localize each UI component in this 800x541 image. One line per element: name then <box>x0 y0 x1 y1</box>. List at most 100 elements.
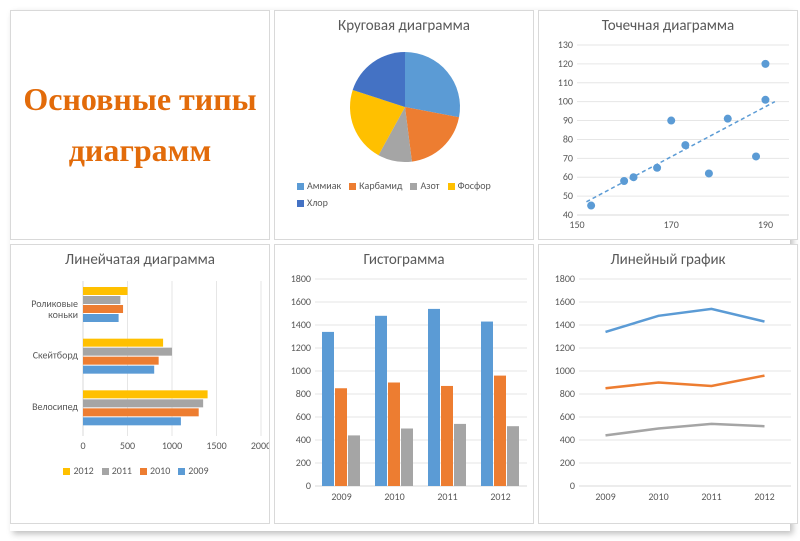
svg-text:1400: 1400 <box>555 318 575 331</box>
bar <box>83 366 154 374</box>
svg-text:600: 600 <box>296 410 311 423</box>
svg-text:2000: 2000 <box>251 439 270 452</box>
page-title: Основные типы диаграмм <box>11 74 269 176</box>
svg-text:200: 200 <box>296 456 311 469</box>
svg-text:2011: 2011 <box>701 490 721 503</box>
bar <box>83 348 172 356</box>
hbar-chart-panel: Линейчатая диаграмма 0500100015002000Рол… <box>10 244 270 524</box>
bar <box>83 296 120 304</box>
svg-text:1000: 1000 <box>162 439 182 452</box>
bar <box>388 383 400 487</box>
svg-text:600: 600 <box>560 410 575 423</box>
legend-item: 2010 <box>140 464 170 477</box>
bar <box>322 332 334 486</box>
svg-text:400: 400 <box>296 433 311 446</box>
line-series <box>606 309 765 332</box>
svg-text:1400: 1400 <box>291 318 311 331</box>
svg-text:200: 200 <box>560 456 575 469</box>
svg-text:500: 500 <box>120 439 135 452</box>
svg-text:2009: 2009 <box>331 490 351 503</box>
hbar-legend: 2012201120102009 <box>11 461 269 480</box>
bar <box>441 386 453 486</box>
legend-item: Аммиак <box>297 177 341 194</box>
svg-text:1000: 1000 <box>555 364 575 377</box>
histogram-title: Гистограмма <box>275 251 533 269</box>
svg-text:80: 80 <box>563 132 573 145</box>
title-panel: Основные типы диаграмм <box>10 10 270 240</box>
scatter-chart-panel: Точечная диаграмма 405060708090100110120… <box>538 10 798 240</box>
svg-text:коньки: коньки <box>48 308 78 321</box>
histogram-chart: 0200400600800100012001400160018002009201… <box>275 271 534 511</box>
scatter-point <box>752 152 760 160</box>
scatter-point <box>587 202 595 210</box>
svg-text:100: 100 <box>558 95 573 108</box>
svg-text:1600: 1600 <box>555 295 575 308</box>
svg-text:50: 50 <box>563 189 573 202</box>
pie-chart-panel: Круговая диаграмма АммиакКарбамидАзотФос… <box>274 10 534 240</box>
svg-text:120: 120 <box>558 57 573 70</box>
svg-text:1800: 1800 <box>291 272 311 285</box>
legend-item: 2009 <box>178 464 208 477</box>
svg-text:2012: 2012 <box>754 490 774 503</box>
scatter-chart-title: Точечная диаграмма <box>539 17 797 35</box>
svg-text:1200: 1200 <box>555 341 575 354</box>
line-series <box>606 376 765 389</box>
legend-item: Фосфор <box>448 177 491 194</box>
scatter-chart: 405060708090100110120130150170190 <box>539 37 798 232</box>
bar <box>83 399 203 407</box>
svg-text:2009: 2009 <box>595 490 615 503</box>
scatter-point <box>724 115 732 123</box>
svg-text:2011: 2011 <box>437 490 457 503</box>
bar <box>83 408 199 416</box>
scatter-point <box>705 169 713 177</box>
trend-line <box>586 102 774 202</box>
histogram-panel: Гистограмма 0200400600800100012001400160… <box>274 244 534 524</box>
svg-text:0: 0 <box>80 439 85 452</box>
bar <box>348 435 360 486</box>
svg-text:130: 130 <box>558 38 573 51</box>
bar <box>83 357 159 365</box>
svg-text:1800: 1800 <box>555 272 575 285</box>
pie-slice <box>405 52 460 117</box>
line-chart: 0 200 400 600 800 1000 1200 1400 1600 1800 2009 201… <box>539 271 798 511</box>
svg-text:2012: 2012 <box>490 490 510 503</box>
legend-item: Азот <box>410 177 439 194</box>
bar <box>401 429 413 487</box>
bar <box>428 309 440 486</box>
bar <box>481 322 493 486</box>
bar <box>494 376 506 486</box>
line-series <box>606 424 765 436</box>
pie-chart <box>275 37 534 177</box>
svg-text:800: 800 <box>560 387 575 400</box>
svg-text:1600: 1600 <box>291 295 311 308</box>
svg-text:1200: 1200 <box>291 341 311 354</box>
scatter-point <box>620 177 628 185</box>
scatter-point <box>653 164 661 172</box>
svg-text:Велосипед: Велосипед <box>32 400 78 413</box>
bar <box>83 305 123 313</box>
line-chart-title: Линейный график <box>539 251 797 269</box>
svg-text:60: 60 <box>563 170 573 183</box>
bar <box>83 390 208 398</box>
line-chart-panel: Линейный график 0 200 400 600 800 1000 1200 140… <box>538 244 798 524</box>
svg-text:0: 0 <box>570 479 575 492</box>
bar <box>375 316 387 486</box>
scatter-point <box>761 96 769 104</box>
svg-text:1500: 1500 <box>206 439 226 452</box>
svg-text:2010: 2010 <box>648 490 668 503</box>
bar <box>83 339 163 347</box>
svg-text:2010: 2010 <box>384 490 404 503</box>
svg-text:190: 190 <box>758 218 773 231</box>
svg-text:90: 90 <box>563 114 573 127</box>
chart-grid: Основные типы диаграмм Круговая диаграмм… <box>10 10 790 531</box>
scatter-point <box>681 141 689 149</box>
scatter-point <box>761 60 769 68</box>
bar <box>507 426 519 486</box>
svg-text:0: 0 <box>306 479 311 492</box>
legend-item: 2011 <box>102 464 132 477</box>
bar <box>83 417 181 425</box>
legend-item: Карбамид <box>349 177 402 194</box>
bar <box>454 424 466 486</box>
scatter-point <box>630 173 638 181</box>
svg-text:400: 400 <box>560 433 575 446</box>
